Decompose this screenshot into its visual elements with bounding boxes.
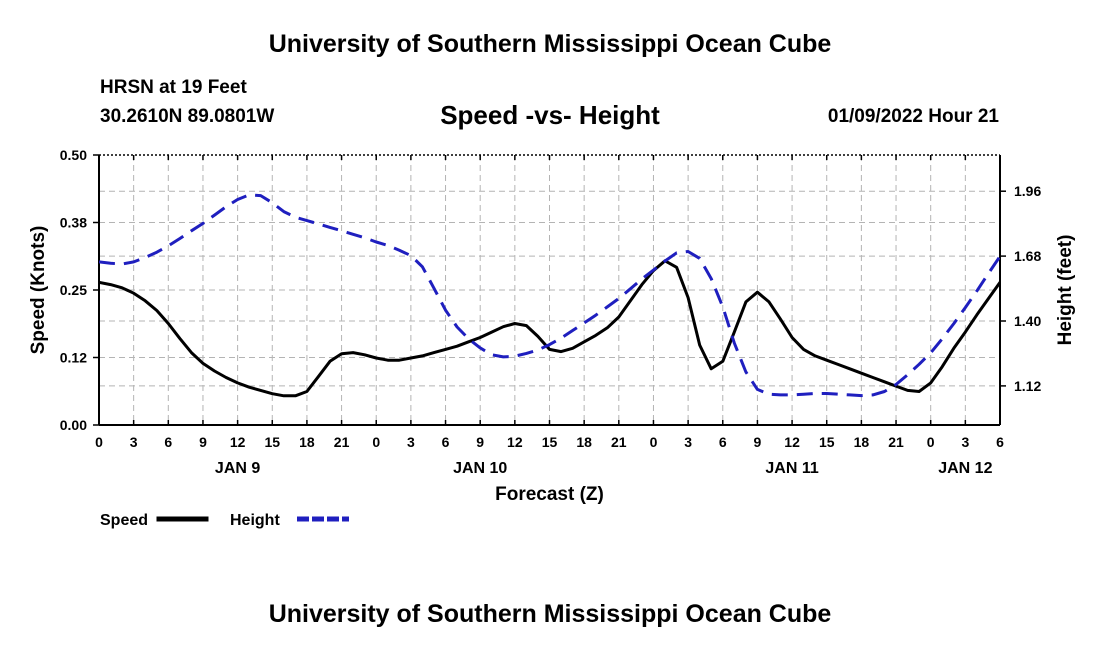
coordinates-label: 30.2610N 89.0801W [100,106,275,127]
day-label: JAN 11 [765,460,818,477]
chart-subtitle: Speed -vs- Height [440,100,660,130]
series-speed-line [99,259,1000,398]
x-tick-label: 3 [130,434,138,450]
series-height-line [99,193,1000,398]
day-label: JAN 12 [938,460,992,477]
y-tick-label: 0.50 [60,147,87,163]
y2-tick-label: 1.68 [1014,248,1041,264]
x-axis-label: Forecast (Z) [495,484,604,505]
x-tick-label: 0 [95,434,103,450]
x-tick-label: 3 [684,434,692,450]
x-tick-label: 18 [576,434,592,450]
x-tick-label: 9 [476,434,484,450]
x-tick-label: 15 [542,434,558,450]
x-tick-label: 12 [230,434,246,450]
chart-main-title: University of Southern Mississippi Ocean… [268,30,832,58]
y2-tick-label: 1.12 [1014,378,1041,394]
x-tick-label: 9 [754,434,762,450]
y-axis-label: Speed (Knots) [28,226,49,355]
forecast-datetime: 01/09/2022 Hour 21 [827,106,999,127]
station-label: HRSN at 19 Feet [100,77,247,98]
y2-tick-label: 1.96 [1014,183,1041,199]
x-tick-label: 15 [819,434,835,450]
x-tick-label: 3 [961,434,969,450]
footer-title: University of Southern Mississippi Ocean… [268,600,832,628]
y-tick-label: 0.38 [60,215,87,231]
x-tick-label: 6 [996,434,1004,450]
day-label: JAN 10 [453,460,507,477]
x-tick-label: 18 [299,434,315,450]
x-tick-label: 12 [784,434,800,450]
y2-axis-label: Height (feet) [1055,235,1076,346]
x-tick-label: 0 [372,434,380,450]
x-tick-label: 3 [407,434,415,450]
legend-label-speed: Speed [100,512,148,529]
day-label: JAN 9 [215,460,260,477]
y-tick-label: 0.00 [60,417,87,433]
x-tick-label: 15 [264,434,280,450]
y-tick-label: 0.25 [60,282,87,298]
y2-tick-label: 1.40 [1014,313,1041,329]
x-tick-label: 21 [611,434,627,450]
x-tick-label: 6 [719,434,727,450]
x-tick-label: 9 [199,434,207,450]
x-tick-label: 0 [650,434,658,450]
x-tick-label: 12 [507,434,523,450]
x-tick-label: 21 [334,434,350,450]
x-tick-label: 0 [927,434,935,450]
x-tick-label: 18 [854,434,870,450]
x-tick-label: 21 [888,434,904,450]
x-tick-label: 6 [442,434,450,450]
legend-label-height: Height [230,512,280,529]
y-tick-label: 0.12 [60,350,87,366]
x-tick-label: 6 [164,434,172,450]
